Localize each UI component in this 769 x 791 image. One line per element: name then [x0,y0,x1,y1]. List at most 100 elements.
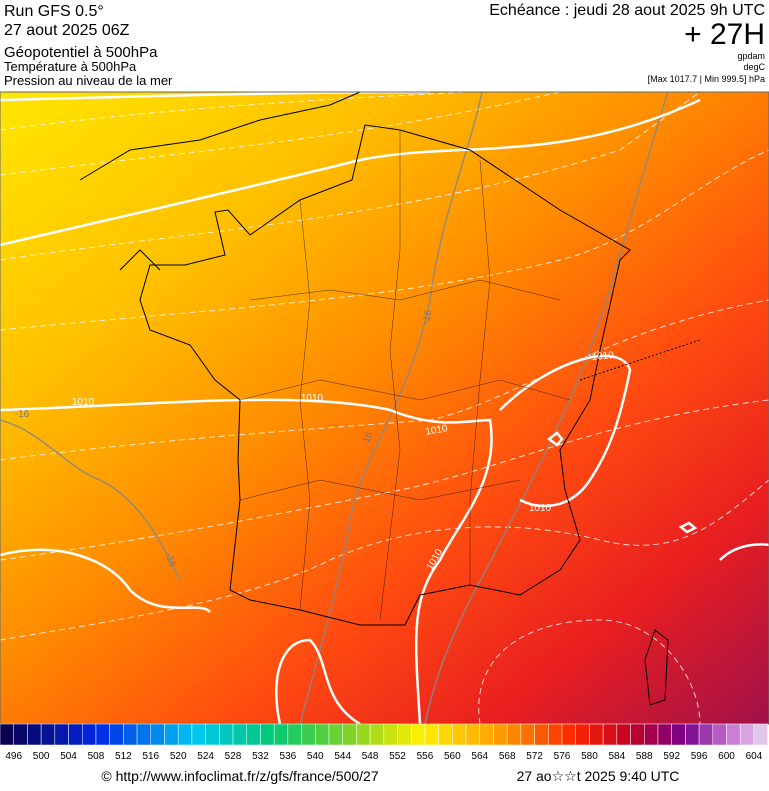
forecast: Echéance : jeudi 28 aout 2025 9h UTC [489,2,765,19]
scale-label: 548 [362,751,379,762]
timestamp: 27 ao☆☆t 2025 9:40 UTC [517,768,680,784]
run: Run GFS 0.5° [4,3,104,20]
scale-box [753,723,768,746]
scale-box [0,723,14,746]
scale-box [602,723,618,746]
scale-box [205,723,220,746]
coastlines [79,92,701,706]
scale-box [575,723,590,746]
scale-box [397,723,412,746]
lead-time: + 27H [684,18,765,51]
scale-box [657,723,672,746]
scale-label: 520 [170,751,187,762]
scale-box [315,723,330,746]
scale-box [685,723,700,746]
scale-label: 544 [334,751,351,762]
header: Run GFS 0.5° 27 aout 2025 06Z Géopotenti… [4,2,766,88]
contour-label: 1010 [301,393,324,404]
scale-box [40,723,56,746]
contour-label: 1010 [591,350,615,363]
scale-box [493,723,508,746]
scale-box [219,723,234,746]
scale-box [644,723,659,746]
scale-label: 580 [581,751,598,762]
scale-box [438,723,453,746]
scale-label: 584 [609,751,626,762]
scale-box [383,723,398,746]
scale-box [109,723,124,746]
contour-label: -16 [15,409,30,420]
scale-box [27,723,42,746]
scale-label: 552 [389,751,406,762]
scale-box [232,723,247,746]
scale-label: 556 [417,751,434,762]
scale-label: 588 [636,751,653,762]
scale-box [616,723,631,746]
department-borders [239,130,571,621]
scale-box [54,723,69,746]
scale-box [506,723,522,746]
scale-box [342,723,357,746]
run-date: 27 aout 2025 06Z [4,22,130,39]
scale-box [95,723,110,746]
scale-label: 568 [499,751,516,762]
scale-label: 516 [142,751,159,762]
scale-box [410,723,426,746]
scale-label: 560 [444,751,461,762]
scale-box [424,723,439,746]
field: Pression au niveau de la mer [4,73,173,88]
scale-label: 600 [718,751,735,762]
scale-box [356,723,371,746]
scale-label: 572 [526,751,543,762]
scale-box [726,723,741,746]
scale-box [81,723,97,746]
scale-box [520,723,535,746]
unit: degC [743,62,765,72]
scale-box [150,723,165,746]
scale-box [671,723,686,746]
scale-box [630,723,645,746]
scale-label: 540 [307,751,324,762]
scale-box [68,723,83,746]
scale-box [548,723,563,746]
scale-label: 576 [554,751,571,762]
contour-label: -16 [360,430,375,448]
scale-box [260,723,275,746]
scale-box [246,723,261,746]
field: Géopotentiel à 500hPa [4,44,158,61]
scale-box [589,723,604,746]
scale-box [465,723,481,746]
geopotential-lines [0,92,669,724]
scale-box [13,723,28,746]
scale-box [561,723,576,746]
scale-label: 532 [252,751,269,762]
contour-label: -16 [420,309,434,326]
scale-box [164,723,179,746]
scale-label: 508 [88,751,105,762]
contour-label: 1010 [72,397,95,408]
scale-box [452,723,467,746]
scale-label: 512 [115,751,132,762]
scale-box [369,723,385,746]
scale-label: 528 [225,751,242,762]
contour-label: -16 [163,551,178,569]
scale-label: 604 [746,751,763,762]
scale-box [534,723,549,746]
scale-box [712,723,727,746]
scale-label: 564 [471,751,488,762]
scale-label: 592 [663,751,680,762]
scale-box [287,723,302,746]
scale-box [177,723,193,746]
scale-box [328,723,343,746]
scale-box [698,723,714,746]
scale-box [123,723,138,746]
unit: gpdam [737,51,765,61]
scale-box [191,723,206,746]
scale-label: 500 [33,751,50,762]
extremes: [Max 1017.7 | Min 999.5] hPa [648,74,765,84]
scale-label: 496 [5,751,22,762]
color-scale: 496 500 504 508 512 516 520 524 528 532 536 540 544 5… [0,723,768,762]
